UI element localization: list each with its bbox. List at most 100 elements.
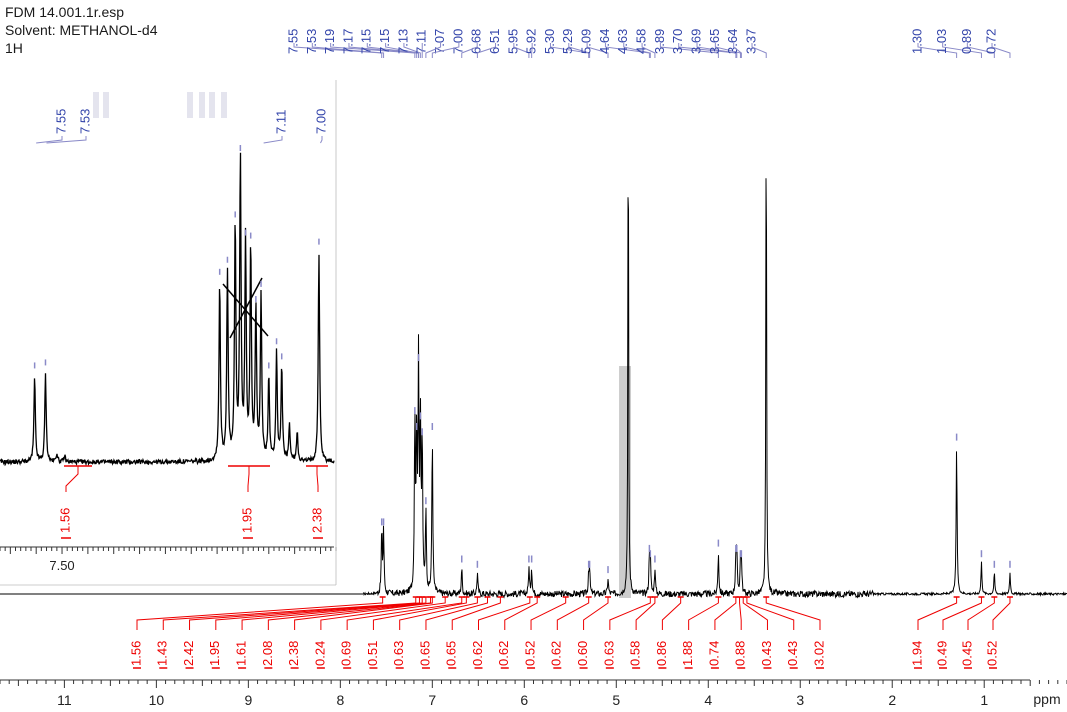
peak-label-connector bbox=[586, 43, 609, 58]
integral-connector bbox=[399, 597, 478, 630]
inset-integral-connector bbox=[247, 466, 250, 492]
peak-label-connector bbox=[604, 43, 650, 58]
integral-value: 0.88 bbox=[733, 641, 748, 666]
inset-spectrum: 7.55 7.53 7.11 7.00 1.56 1.95 2.38 7.50 bbox=[0, 80, 338, 586]
x-axis-tick-label: 5 bbox=[612, 692, 620, 708]
inset-ghost-label bbox=[93, 92, 99, 118]
main-spectrum-trace bbox=[362, 178, 1067, 599]
inset-ghost-label bbox=[221, 92, 227, 118]
integral-connector bbox=[739, 597, 742, 630]
integral-value: 3.02 bbox=[811, 641, 826, 666]
integral-connector bbox=[556, 597, 590, 630]
integral-value: 0.74 bbox=[706, 641, 721, 666]
peak-label-connector bbox=[330, 43, 416, 58]
peak-label: 7.15 bbox=[377, 29, 392, 54]
peak-label-connector bbox=[568, 43, 591, 58]
peak-label-connector bbox=[942, 43, 982, 58]
integral-value: 1.94 bbox=[909, 641, 924, 666]
integral-value: 1.88 bbox=[680, 641, 695, 666]
x-axis-tick-label: 10 bbox=[149, 692, 165, 708]
integral-connector bbox=[992, 597, 1011, 630]
integral-connector bbox=[765, 597, 821, 630]
integral-value: 1.95 bbox=[207, 641, 222, 666]
integral-connector bbox=[136, 597, 384, 630]
integral-connector bbox=[425, 597, 489, 630]
peak-label: 3.70 bbox=[670, 29, 685, 54]
integral-value: 0.86 bbox=[654, 641, 669, 666]
integral-value: 0.24 bbox=[312, 641, 327, 666]
integral-connector bbox=[267, 597, 431, 630]
integral-connector bbox=[746, 597, 795, 630]
integral-connector bbox=[320, 597, 446, 630]
peak-label: 1.30 bbox=[909, 29, 924, 54]
peak-label: 5.30 bbox=[542, 29, 557, 54]
integral-connector bbox=[742, 597, 768, 630]
x-axis-tick-label: 7 bbox=[428, 692, 436, 708]
integral-connector bbox=[530, 597, 567, 630]
peak-label-connector bbox=[385, 43, 420, 58]
inset-ghost-label bbox=[199, 92, 205, 118]
peak-label-connector bbox=[678, 43, 737, 58]
x-axis-tick-label: 4 bbox=[704, 692, 712, 708]
peak-label: 5.29 bbox=[560, 29, 575, 54]
integral-connector bbox=[714, 597, 737, 630]
integral-connector bbox=[478, 597, 531, 630]
integral-connector bbox=[583, 597, 609, 630]
peak-label: 5.09 bbox=[579, 29, 594, 54]
inset-peak-label: 7.00 bbox=[313, 109, 328, 134]
integral-value: 0.60 bbox=[575, 641, 590, 666]
peak-label: 5.92 bbox=[524, 29, 539, 54]
inset-peak-connector bbox=[263, 136, 283, 144]
peak-label-connector bbox=[476, 43, 497, 58]
peak-label: 3.89 bbox=[652, 29, 667, 54]
integral-connector bbox=[241, 597, 427, 630]
integral-value: 0.65 bbox=[417, 641, 432, 666]
peak-label-connector bbox=[293, 43, 383, 58]
peak-label: 7.00 bbox=[450, 29, 465, 54]
peak-label: 6.51 bbox=[487, 29, 502, 54]
peak-label-connector bbox=[917, 43, 958, 58]
inset-peak-label: 7.11 bbox=[273, 110, 288, 134]
peak-label-connector bbox=[696, 43, 738, 58]
integral-connector bbox=[451, 597, 501, 630]
x-axis-tick-label: 9 bbox=[244, 692, 252, 708]
peak-label-connector bbox=[425, 43, 442, 58]
integral-value: 1.61 bbox=[234, 641, 249, 666]
peak-label-connector bbox=[311, 43, 385, 58]
solvent-label: Solvent: METHANOL-d4 bbox=[5, 22, 158, 38]
peak-label-connector bbox=[513, 43, 530, 58]
peak-label: 3.69 bbox=[688, 29, 703, 54]
integral-value: 0.63 bbox=[391, 641, 406, 666]
inset-integral-value: 1.95 bbox=[239, 508, 254, 533]
integral-connector bbox=[346, 597, 463, 630]
inset-spectrum-trace bbox=[0, 152, 335, 467]
integral-value: 0.49 bbox=[934, 641, 949, 666]
integral-connector bbox=[688, 597, 719, 630]
integral-value: 0.51 bbox=[365, 641, 380, 666]
peak-label: 7.19 bbox=[322, 29, 337, 54]
inset-integral-connector bbox=[316, 466, 319, 492]
integral-connector bbox=[635, 597, 656, 630]
peak-label: 7.55 bbox=[285, 29, 300, 54]
peak-label: 7.13 bbox=[395, 29, 410, 54]
inset-ghost-label bbox=[103, 92, 109, 118]
inset-integral-connector bbox=[65, 466, 79, 492]
integral-value: 0.62 bbox=[470, 641, 485, 666]
inset-ghost-label bbox=[187, 92, 193, 118]
peak-label-connector bbox=[659, 43, 719, 58]
integral-connector bbox=[609, 597, 651, 630]
peak-label-connector bbox=[403, 43, 421, 58]
inset-ghost-label bbox=[209, 92, 215, 118]
peak-label: 6.68 bbox=[469, 29, 484, 54]
inset-peak-label: 7.53 bbox=[77, 109, 92, 134]
integral-value: 2.08 bbox=[260, 641, 275, 666]
integral-value: 0.62 bbox=[549, 641, 564, 666]
inset-peak-label: 7.55 bbox=[53, 109, 68, 134]
peak-label: 3.37 bbox=[743, 29, 758, 54]
x-axis-tick-label: 3 bbox=[796, 692, 804, 708]
inset-peak-connector bbox=[36, 136, 63, 144]
integral-value: 2.38 bbox=[286, 641, 301, 666]
integral-value: 0.43 bbox=[785, 641, 800, 666]
peak-label-connector bbox=[733, 43, 742, 58]
